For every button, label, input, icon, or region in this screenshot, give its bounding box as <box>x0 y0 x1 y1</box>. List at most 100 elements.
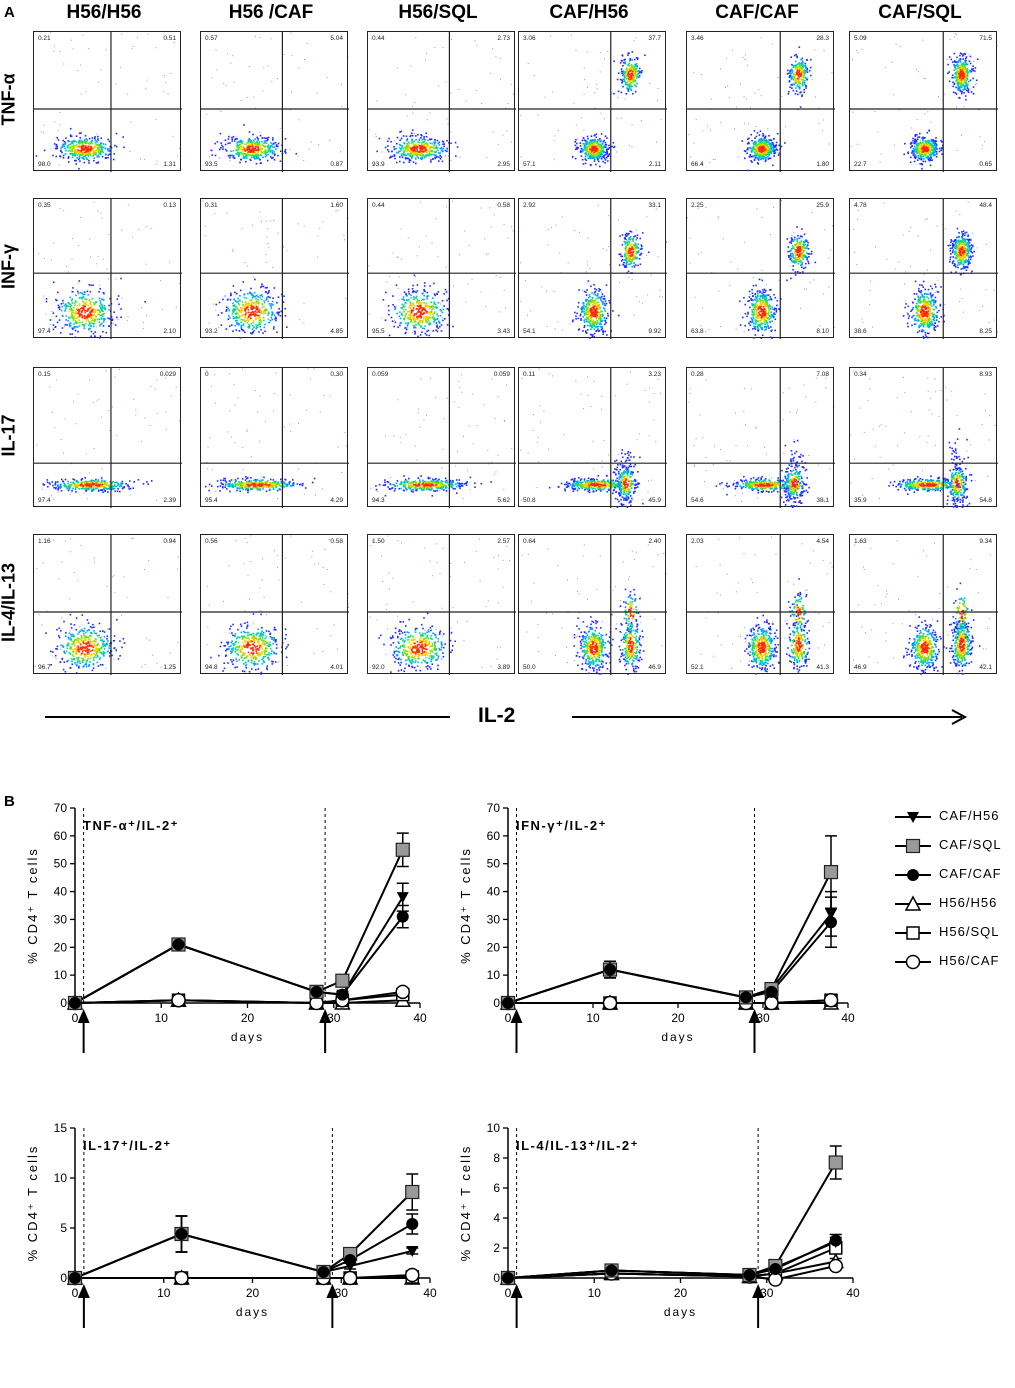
quadrant-value: 0.44 <box>372 35 385 42</box>
point-H56/CAF <box>342 1270 358 1286</box>
series-line-H56/CAF <box>74 990 403 1005</box>
flow-scatter <box>519 535 667 675</box>
series-line-CAF/SQL <box>74 1191 413 1279</box>
y-tick-label: 10 <box>54 968 68 982</box>
point-CAF/CAF <box>604 963 616 976</box>
flow-plot-3-5: 1.63 9.34 46.9 42.1 <box>849 534 998 675</box>
y-tick-label: 60 <box>54 829 68 843</box>
quadrant-value: 0.57 <box>205 35 218 42</box>
chart-0: 0 10 20 30 40 50 60 70 0 10 20 30 40 days % CD4⁺ T cel… <box>25 801 427 1053</box>
series-line-H56/CAF <box>75 1274 413 1279</box>
flow-plot-1-2: 0.44 0.58 95.5 3.43 <box>367 198 516 339</box>
il2-arrow-head-icon <box>951 709 968 725</box>
y-tick-label: 30 <box>54 912 68 926</box>
quadrant-value: 0.30 <box>330 371 343 378</box>
point-CAF/CAF <box>317 1266 330 1278</box>
quadrant-value: 2.57 <box>497 538 510 545</box>
quadrant-value: 96.7 <box>38 664 51 671</box>
legend-item: H56/H56 <box>893 895 997 913</box>
quadrant-value: 1.25 <box>163 664 176 671</box>
quadrant-value: 2.11 <box>648 161 661 168</box>
point-CAF/CAF <box>69 997 81 1009</box>
x-tick-label: 20 <box>674 1286 688 1300</box>
quadrant-value: 22.7 <box>854 161 867 168</box>
x-axis-label: days <box>236 1305 269 1319</box>
legend-symbol <box>904 895 922 911</box>
flow-plot-3-2: 1.50 2.57 92.0 3.89 <box>367 534 516 675</box>
immunization-arrow-icon <box>510 1284 523 1328</box>
point-CAF/H56 <box>406 1246 419 1257</box>
x-tick-label: 10 <box>157 1286 171 1300</box>
quadrant-value: 97.4 <box>38 497 51 504</box>
chart-title: IL-4/IL-13⁺/IL-2⁺ <box>516 1138 639 1153</box>
quadrant-value: 46.9 <box>648 664 661 671</box>
x-axis-label: days <box>664 1305 697 1319</box>
quadrant-value: 38.1 <box>816 497 829 504</box>
y-tick-label: 2 <box>493 1241 500 1255</box>
flow-plot-2-1: 0 0.30 95.4 4.29 <box>200 367 349 508</box>
quadrant-value: 8.93 <box>979 371 992 378</box>
point-CAF/SQL <box>823 864 839 880</box>
quadrant-value: 2.92 <box>523 202 536 209</box>
point-CAF/CAF <box>829 1234 842 1247</box>
flow-scatter <box>201 368 349 508</box>
y-tick-label: 70 <box>487 801 501 815</box>
quadrant-value: 0 <box>205 371 209 378</box>
row-header-0: TNF-α <box>0 73 19 126</box>
legend-label: CAF/SQL <box>939 837 1002 853</box>
panel-a-letter: A <box>4 4 15 21</box>
point-CAF/H56 <box>396 892 409 904</box>
flow-plot-2-3: 0.11 3.23 50.8 45.9 <box>518 367 667 508</box>
flow-plot-0-4: 3.46 28.3 66.4 1.80 <box>686 31 835 172</box>
quadrant-value: 45.9 <box>648 497 661 504</box>
point-CAF/CAF <box>769 1263 782 1275</box>
quadrant-value: 35.9 <box>854 497 867 504</box>
flow-plot-1-4: 2.25 25.9 63.8 8.10 <box>686 198 835 339</box>
legend-marker-icon <box>895 869 931 881</box>
series-line-CAF/H56 <box>507 913 832 1004</box>
point-CAF/SQL <box>405 1184 420 1200</box>
quadrant-value: 97.4 <box>38 328 51 335</box>
legend-marker-icon <box>895 895 931 911</box>
flow-scatter <box>850 368 998 508</box>
quadrant-value: 0.35 <box>38 202 51 209</box>
y-axis-label: % CD4⁺ T cells <box>25 847 40 964</box>
point-CAF/CAF <box>825 916 837 929</box>
quadrant-value: 66.4 <box>691 161 704 168</box>
immunization-arrow-icon <box>510 1009 523 1053</box>
quadrant-value: 38.6 <box>854 328 867 335</box>
x-tick-label: 30 <box>760 1286 774 1300</box>
flow-scatter <box>201 535 349 675</box>
series-line-CAF/SQL <box>507 871 832 1004</box>
y-tick-label: 0 <box>60 996 67 1010</box>
quadrant-value: 4.54 <box>816 538 829 545</box>
point-CAF/CAF <box>175 1228 188 1240</box>
quadrant-value: 0.21 <box>38 35 51 42</box>
series-line-CAF/CAF <box>507 921 832 1004</box>
quadrant-value: 94.8 <box>205 664 218 671</box>
quadrant-value: 1.63 <box>854 538 867 545</box>
row-header-3: IL-4/IL-13 <box>0 563 19 643</box>
flow-scatter <box>687 32 835 172</box>
y-tick-label: 10 <box>487 968 501 982</box>
point-CAF/H56 <box>825 908 837 920</box>
quadrant-value: 9.92 <box>648 328 661 335</box>
legend-item: H56/SQL <box>893 924 999 942</box>
legend-item: CAF/H56 <box>893 808 999 826</box>
flow-plot-3-3: 0.64 2.40 50.0 46.9 <box>518 534 667 675</box>
point-H56/CAF <box>828 1258 843 1274</box>
legend-marker-icon <box>895 812 931 823</box>
quadrant-value: 2.40 <box>648 538 661 545</box>
flow-plot-3-1: 0.56 0.58 94.8 4.01 <box>200 534 349 675</box>
quadrant-value: 95.4 <box>205 497 218 504</box>
x-tick-label: 0 <box>505 1011 512 1025</box>
quadrant-value: 0.029 <box>159 371 176 378</box>
quadrant-value: 0.56 <box>205 538 218 545</box>
quadrant-value: 50.0 <box>523 664 536 671</box>
legend-symbol <box>905 838 921 854</box>
quadrant-value: 0.059 <box>372 371 389 378</box>
flow-scatter <box>519 32 667 172</box>
column-header-5: CAF/SQL <box>878 2 962 23</box>
row-header-1: INF-γ <box>0 244 19 289</box>
